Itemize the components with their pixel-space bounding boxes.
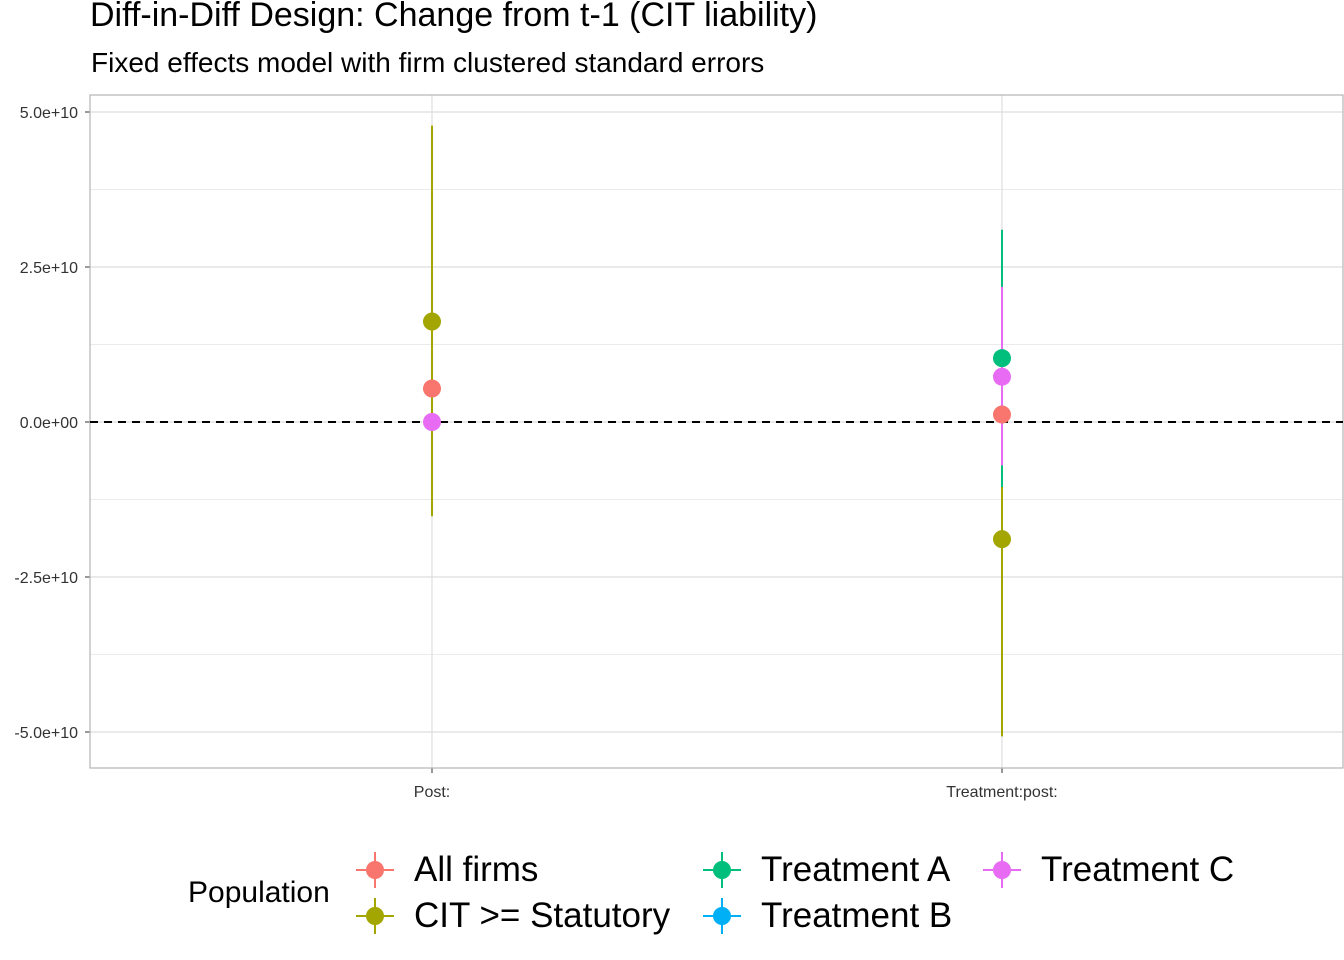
legend-key-point	[366, 907, 384, 925]
legend-title: Population	[188, 876, 330, 909]
plot-area: 5.0e+10 2.5e+10 0.0e+00 -2.5e+10 -5.0e+10 Pos…	[14, 94, 1344, 801]
x-tick-label: Treatment:post:	[946, 784, 1057, 801]
legend-key-point	[993, 861, 1011, 879]
y-tick-label: 5.0e+10	[20, 105, 78, 122]
point-estimate	[993, 367, 1011, 386]
y-tick-label: 2.5e+10	[20, 260, 78, 277]
legend-label: Treatment C	[1041, 850, 1235, 889]
y-tick-label: -5.0e+10	[14, 725, 78, 742]
point-estimate	[993, 405, 1011, 424]
legend-key-point	[713, 861, 731, 879]
chart-title: Diff-in-Diff Design: Change from t-1 (CI…	[90, 0, 818, 34]
legend-label: Treatment B	[761, 896, 953, 935]
legend-key-icon	[703, 848, 741, 892]
legend-item: Treatment C	[983, 848, 1234, 892]
legend-label: CIT >= Statutory	[414, 896, 671, 935]
legend-key-icon	[703, 894, 741, 938]
legend-item: Treatment B	[703, 894, 952, 938]
error-bars	[431, 125, 1003, 737]
legend-item: Treatment A	[703, 848, 950, 892]
legend-label: Treatment A	[761, 850, 951, 889]
legend-label: All firms	[414, 850, 539, 889]
x-tick-label: Post:	[414, 784, 450, 801]
legend-key-point	[366, 861, 384, 879]
point-estimate	[993, 349, 1011, 368]
point-estimate	[423, 312, 441, 331]
panel-border	[89, 94, 1344, 769]
axes: 5.0e+10 2.5e+10 0.0e+00 -2.5e+10 -5.0e+10 Pos…	[14, 94, 1344, 801]
legend-item: CIT >= Statutory	[356, 894, 670, 938]
legend-item: All firms	[356, 848, 538, 892]
grid-lines	[90, 95, 1343, 768]
chart-subtitle: Fixed effects model with firm clustered …	[91, 47, 765, 78]
y-tick-label: 0.0e+00	[20, 415, 78, 432]
legend-key-point	[713, 907, 731, 925]
legend-key-icon	[356, 848, 394, 892]
point-estimate	[423, 413, 441, 431]
legend-key-icon	[356, 894, 394, 938]
y-tick-label: -2.5e+10	[14, 570, 78, 587]
point-estimates	[423, 312, 1011, 549]
point-estimate	[993, 530, 1011, 549]
point-estimate	[423, 379, 441, 398]
legend-key-icon	[983, 848, 1021, 892]
